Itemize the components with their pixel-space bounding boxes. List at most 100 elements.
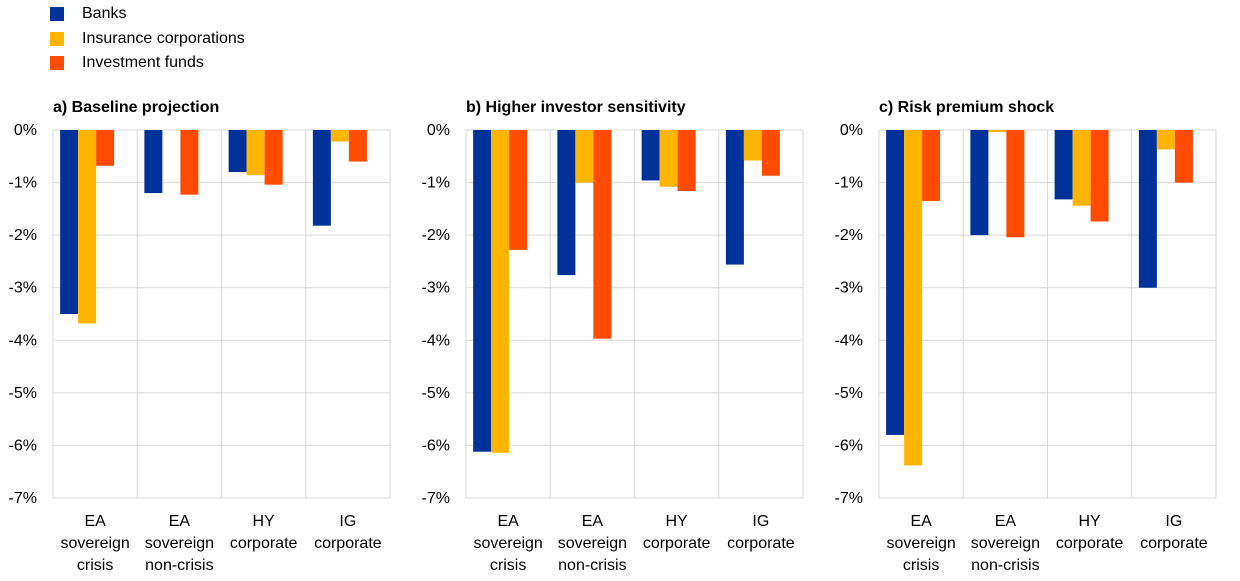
y-tick-label: -5% [422, 385, 450, 402]
chart-panel: b) Higher investor sensitivity 0% -1% -2% -3… [422, 99, 804, 574]
legend-item-insurance: Insurance corporations [50, 27, 245, 52]
bar [144, 130, 163, 194]
bar [78, 130, 97, 324]
bar [60, 130, 79, 314]
x-tick-label: IG [1165, 513, 1182, 530]
legend-swatch-insurance [50, 31, 64, 46]
x-tick-label: EA [169, 513, 191, 530]
chart-panel: c) Risk premium shock 0% -1% -2% -3% -4% -5% -6… [835, 99, 1217, 574]
y-tick-label: -4% [9, 332, 37, 349]
legend-swatch-investment-funds [50, 56, 64, 71]
bar [677, 130, 696, 191]
legend-swatch-banks [50, 7, 64, 22]
bar [228, 130, 247, 173]
legend-label-banks: Banks [82, 5, 127, 23]
x-tick-label: non-crisis [145, 557, 213, 574]
legend-item-investment-funds: Investment funds [50, 51, 245, 76]
x-tick-label: IG [339, 513, 356, 530]
y-tick-label: -3% [422, 280, 450, 297]
bar [473, 130, 492, 452]
legend-item-banks: Banks [50, 2, 245, 27]
x-tick-label: non-crisis [971, 557, 1039, 574]
y-tick-label: -5% [9, 385, 37, 402]
bar [1138, 130, 1157, 288]
y-tick-label: 0% [427, 122, 450, 139]
y-tick-label: -2% [422, 227, 450, 244]
bar [491, 130, 510, 453]
x-tick-label: corporate [314, 535, 382, 552]
x-tick-label: corporate [1056, 535, 1124, 552]
legend-label-investment-funds: Investment funds [82, 54, 204, 72]
x-tick-label: corporate [727, 535, 795, 552]
x-tick-label: HY [1079, 513, 1102, 530]
bar [575, 130, 594, 183]
y-tick-label: 0% [840, 122, 863, 139]
y-tick-label: -1% [9, 175, 37, 192]
x-tick-label: HY [253, 513, 276, 530]
x-tick-label: EA [910, 513, 932, 530]
x-tick-label: EA [497, 513, 519, 530]
x-tick-label: sovereign [886, 535, 955, 552]
y-tick-label: -4% [422, 332, 450, 349]
bar [509, 130, 528, 250]
x-tick-label: corporate [230, 535, 298, 552]
bar [1072, 130, 1091, 206]
x-tick-label: sovereign [971, 535, 1040, 552]
bar [264, 130, 283, 185]
y-tick-label: -4% [835, 332, 863, 349]
y-tick-label: -6% [9, 437, 37, 454]
bar [348, 130, 367, 162]
bar [743, 130, 762, 161]
bar [1006, 130, 1025, 238]
y-tick-label: -7% [422, 490, 450, 507]
y-tick-label: -1% [422, 175, 450, 192]
bar [246, 130, 265, 176]
y-tick-label: -7% [835, 490, 863, 507]
bar [330, 130, 349, 142]
chart-panel: a) Baseline projection 0% -1% -2% -3% -4% -5% -… [9, 99, 391, 574]
x-tick-label: EA [84, 513, 106, 530]
bar [312, 130, 331, 226]
bar [641, 130, 660, 181]
bar [1054, 130, 1073, 200]
x-tick-label: EA [582, 513, 604, 530]
y-tick-label: -6% [422, 437, 450, 454]
y-tick-label: -1% [835, 175, 863, 192]
x-tick-label: sovereign [145, 535, 214, 552]
chart-title: b) Higher investor sensitivity [466, 99, 686, 116]
bar [557, 130, 576, 276]
y-tick-label: 0% [14, 122, 37, 139]
x-tick-label: IG [752, 513, 769, 530]
bar [1156, 130, 1175, 150]
bar [904, 130, 923, 466]
bar [988, 130, 1007, 133]
bar [593, 130, 612, 339]
y-tick-label: -7% [9, 490, 37, 507]
legend: Banks Insurance corporations Investment … [50, 2, 245, 76]
y-tick-label: -2% [835, 227, 863, 244]
x-tick-label: sovereign [60, 535, 129, 552]
y-tick-label: -2% [9, 227, 37, 244]
x-tick-label: crisis [77, 557, 113, 574]
bar [96, 130, 115, 166]
x-tick-label: crisis [490, 557, 526, 574]
bar [1174, 130, 1193, 183]
x-tick-label: EA [995, 513, 1017, 530]
chart-title: c) Risk premium shock [879, 99, 1054, 116]
bar [886, 130, 905, 435]
y-tick-label: -5% [835, 385, 863, 402]
bar [1090, 130, 1109, 222]
bar [761, 130, 780, 176]
x-tick-label: sovereign [558, 535, 627, 552]
x-tick-label: HY [666, 513, 689, 530]
x-tick-label: corporate [643, 535, 711, 552]
bar [725, 130, 744, 265]
chart-title: a) Baseline projection [53, 99, 219, 116]
bar [659, 130, 678, 187]
y-tick-label: -3% [835, 280, 863, 297]
y-tick-label: -6% [835, 437, 863, 454]
bar [180, 130, 199, 195]
bar [970, 130, 989, 236]
y-tick-label: -3% [9, 280, 37, 297]
x-tick-label: crisis [903, 557, 939, 574]
